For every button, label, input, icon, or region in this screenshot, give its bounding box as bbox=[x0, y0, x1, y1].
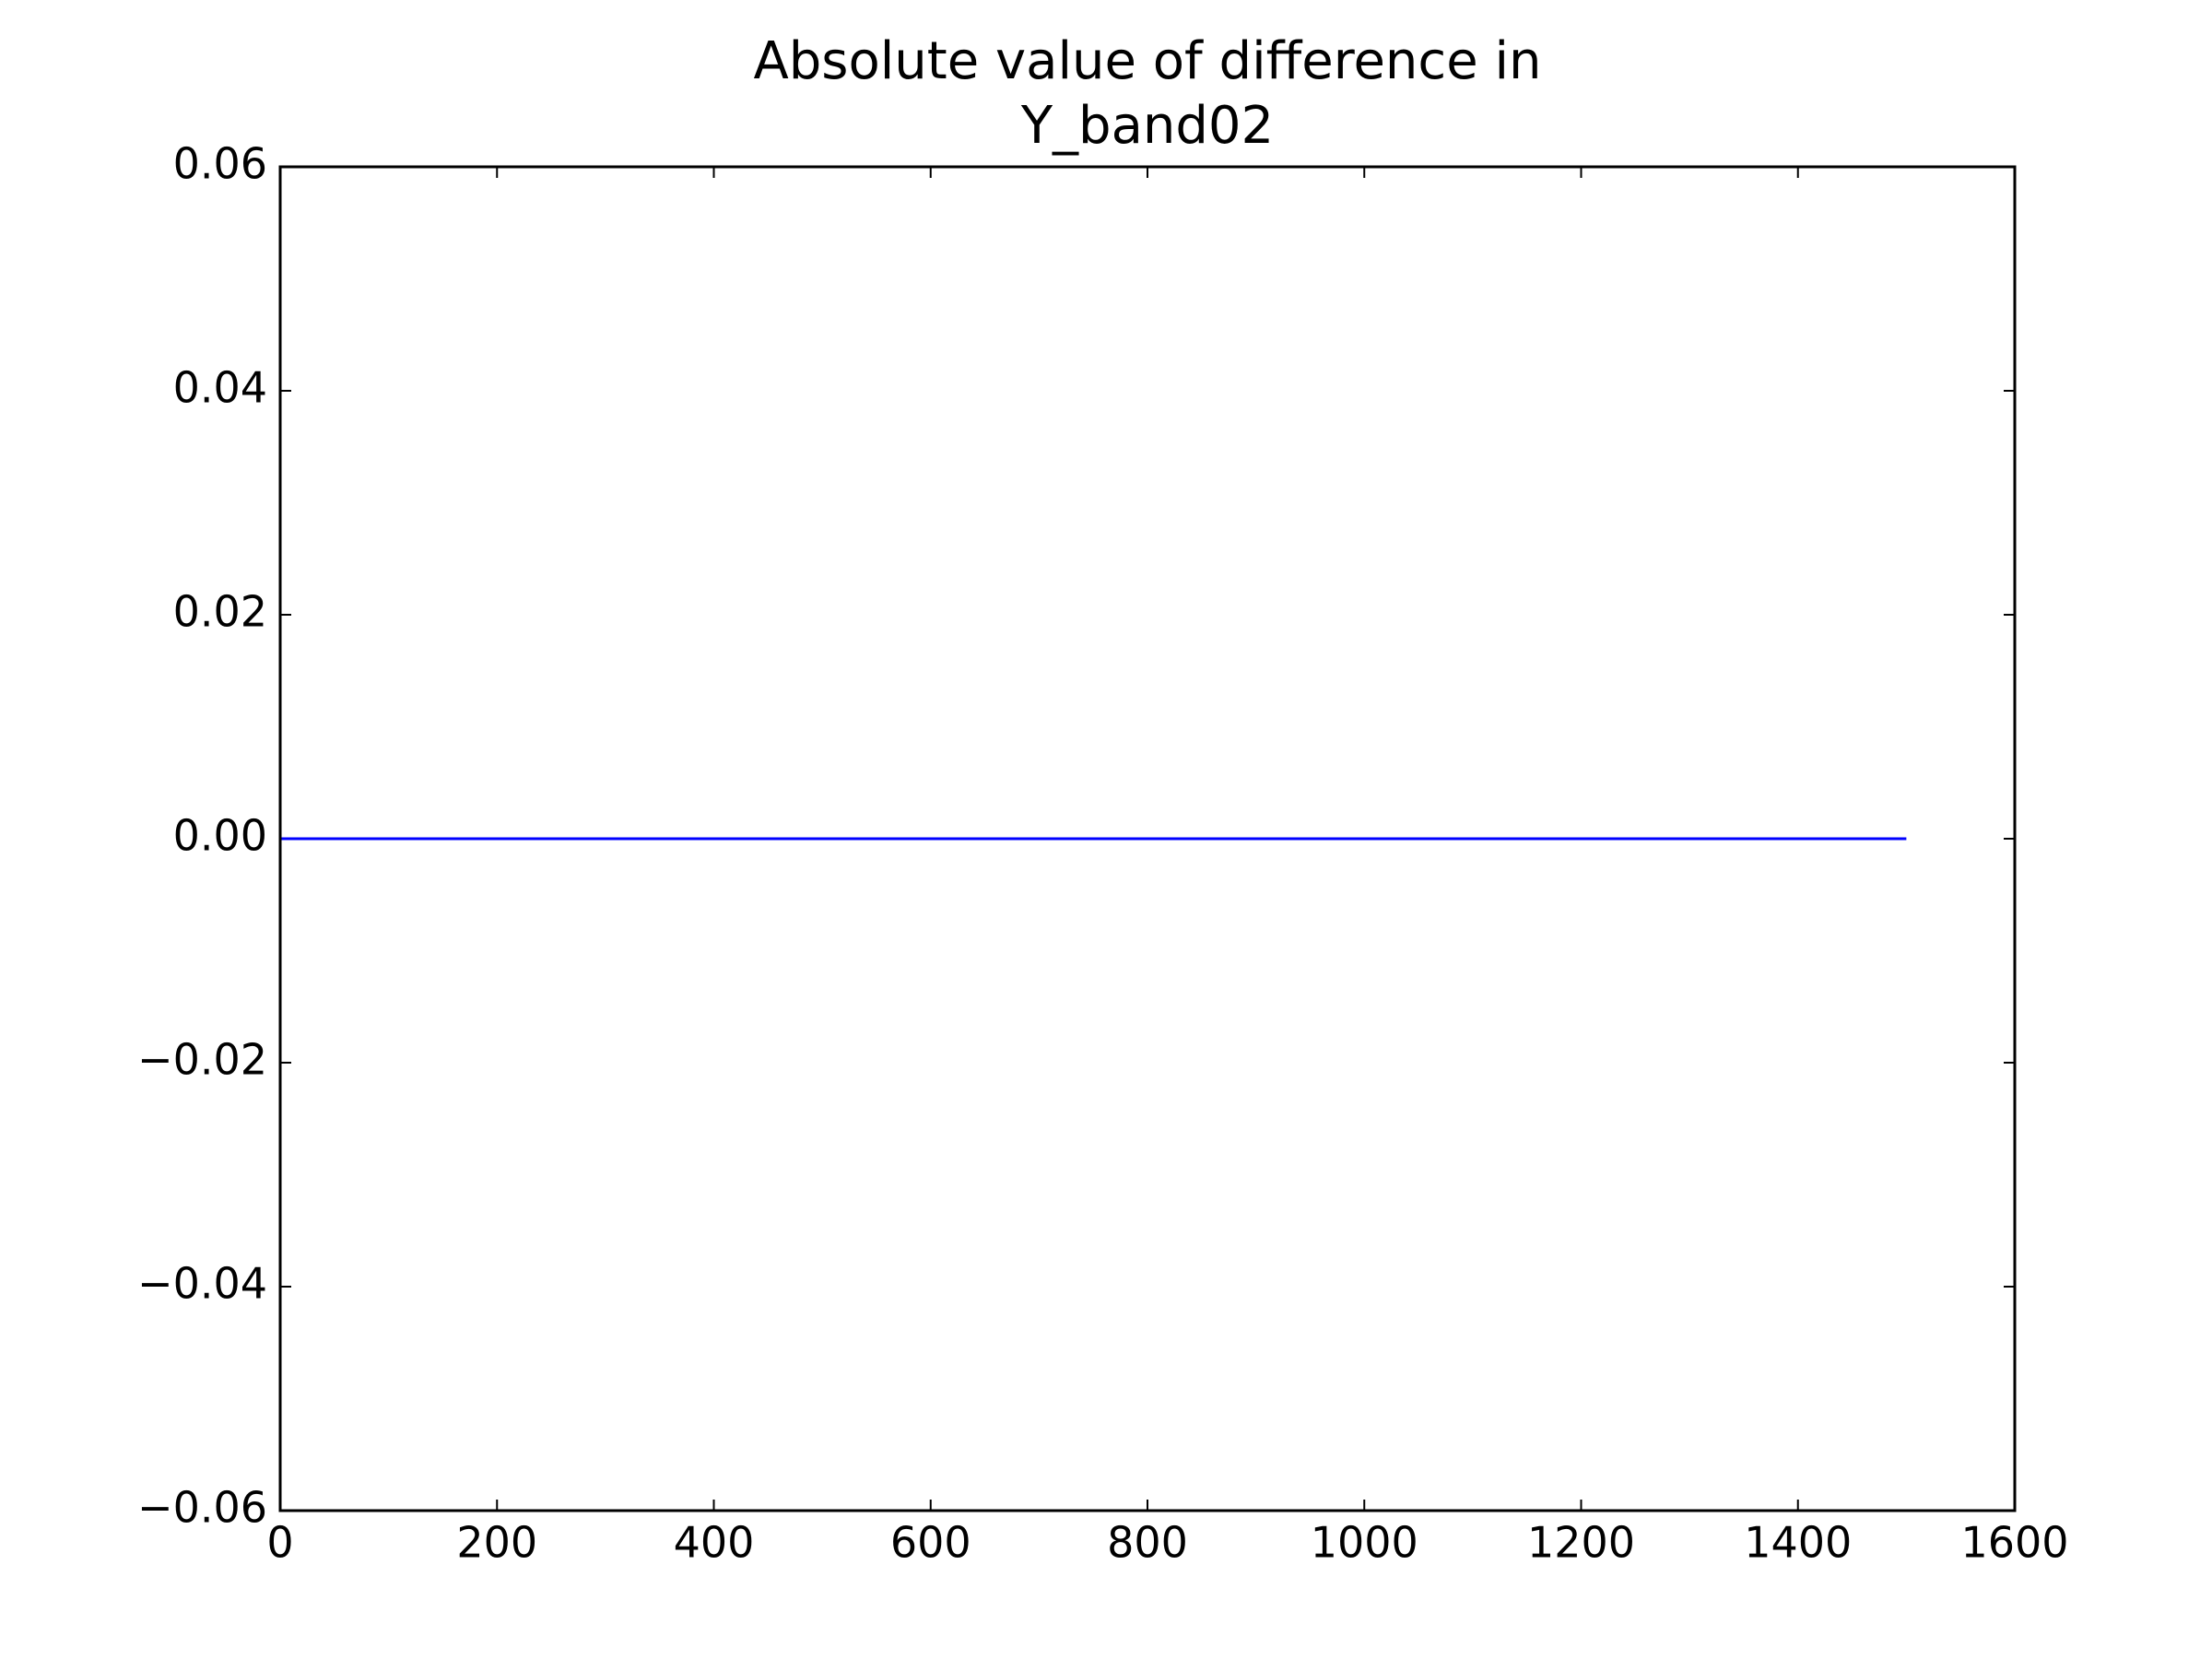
x-tick-label: 200 bbox=[456, 1518, 537, 1568]
y-tick-label: 0.04 bbox=[173, 363, 267, 413]
y-tick-label: 0.02 bbox=[173, 587, 267, 637]
chart-title: Y_band02 bbox=[1020, 96, 1274, 156]
x-tick-label: 1000 bbox=[1311, 1518, 1418, 1568]
y-tick-label: −0.06 bbox=[137, 1483, 267, 1533]
plot-frame bbox=[278, 165, 2017, 1512]
chart-title: Absolute value of difference in bbox=[753, 31, 1541, 91]
y-tick-label: −0.04 bbox=[137, 1259, 267, 1309]
y-tick-label: 0.00 bbox=[173, 811, 267, 861]
y-tick-label: 0.06 bbox=[173, 139, 267, 189]
x-tick-label: 600 bbox=[890, 1518, 971, 1568]
x-tick-label: 1400 bbox=[1744, 1518, 1852, 1568]
x-tick-label: 1200 bbox=[1527, 1518, 1635, 1568]
y-tick-label: −0.02 bbox=[137, 1035, 267, 1085]
x-tick-label: 0 bbox=[266, 1518, 293, 1568]
x-tick-label: 1600 bbox=[1960, 1518, 2068, 1568]
x-tick-label: 400 bbox=[674, 1518, 755, 1568]
x-tick-label: 800 bbox=[1107, 1518, 1188, 1568]
